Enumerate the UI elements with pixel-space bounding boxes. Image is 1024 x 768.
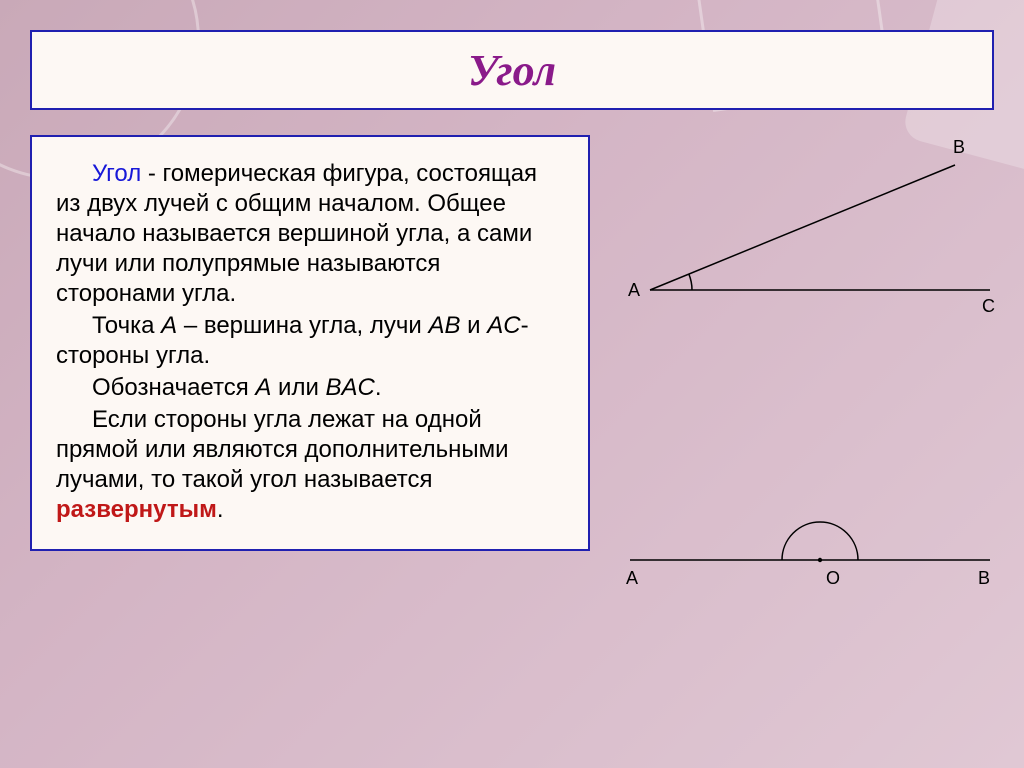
text-fragment: . [217,496,224,523]
text-fragment: Обозначается [92,374,255,401]
ray-ab-label: AB [428,312,460,339]
definition-paragraph: Угол - гомерическая фигура, состоящая из… [56,159,564,309]
ray-ac-label: AC [487,312,520,339]
page-title: Угол [468,45,556,96]
title-panel: Угол [30,30,994,110]
diagram1-label-a: A [628,280,640,301]
diagram2-label-b: B [978,568,990,589]
notation-paragraph: Обозначается A или BAC. [56,373,564,403]
point-a-label: A [161,312,177,339]
notation-bac: BAC [326,374,375,401]
angle-diagram [610,135,1005,325]
text-fragment: или [271,374,325,401]
text-fragment: – вершина угла, лучи [177,312,428,339]
text-fragment: Если стороны угла лежат на одной прямой … [56,406,509,493]
term-angle: Угол [92,160,141,187]
straight-angle-diagram [610,515,1005,595]
highlight-straight-angle: развернутым [56,496,217,523]
notation-a: A [255,374,271,401]
text-fragment: Точка [92,312,161,339]
text-fragment: и [460,312,487,339]
straight-angle-paragraph: Если стороны угла лежат на одной прямой … [56,405,564,525]
vertex-paragraph: Точка A – вершина угла, лучи AB и AC- ст… [56,311,564,371]
diagram-area: A B C A O B [610,135,1004,738]
definition-panel: Угол - гомерическая фигура, состоящая из… [30,135,590,551]
diagram2-label-o: O [826,568,840,589]
diagram2-label-a: A [626,568,638,589]
diagram1-label-c: C [982,296,995,317]
text-fragment: . [375,374,382,401]
diagram1-label-b: B [953,137,965,158]
